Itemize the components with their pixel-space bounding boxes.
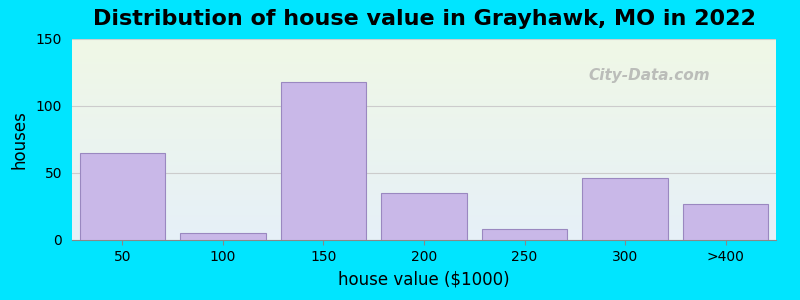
X-axis label: house value ($1000): house value ($1000) xyxy=(338,271,510,289)
Bar xyxy=(382,193,466,240)
Bar xyxy=(482,229,567,240)
Text: City-Data.com: City-Data.com xyxy=(589,68,710,83)
Bar xyxy=(79,153,165,240)
Y-axis label: houses: houses xyxy=(11,110,29,169)
Bar xyxy=(281,82,366,240)
Bar xyxy=(582,178,668,240)
Bar xyxy=(180,233,266,240)
Bar xyxy=(683,204,769,240)
Title: Distribution of house value in Grayhawk, MO in 2022: Distribution of house value in Grayhawk,… xyxy=(93,9,755,29)
